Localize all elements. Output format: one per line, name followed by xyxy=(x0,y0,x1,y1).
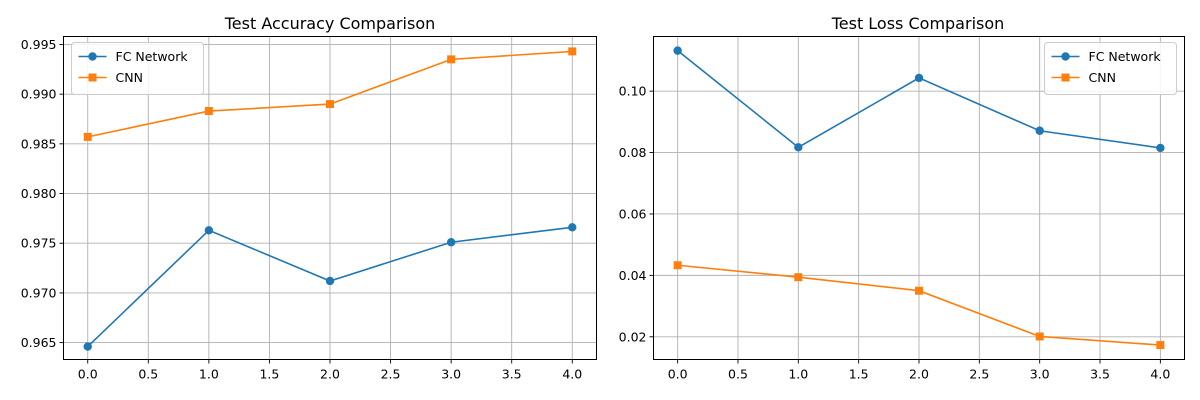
loss-panel: Test Loss Comparison 0.0 0.5 1.0 1.5 2.0 2.5 3… xyxy=(619,14,1185,382)
loss-x-tick-label: 0.5 xyxy=(728,367,748,382)
loss-x-tick-label: 1.0 xyxy=(788,367,808,382)
loss-x-tick-label: 3.5 xyxy=(1090,367,1110,382)
loss-legend-cnn-marker xyxy=(1061,73,1070,82)
loss-x-tick-label: 4.0 xyxy=(1150,367,1170,382)
accuracy-x-tick-label: 4.0 xyxy=(562,367,582,382)
loss-cnn-point xyxy=(1156,341,1165,350)
loss-x-tick-label: 1.5 xyxy=(849,367,869,382)
accuracy-panel: Test Accuracy Comparison 0.0 0.5 1.0 1.5 2.0… xyxy=(21,14,597,382)
loss-fc-network-point xyxy=(794,143,803,152)
loss-legend: FC Network CNN xyxy=(1044,42,1177,95)
loss-legend-cnn-label: CNN xyxy=(1089,70,1116,85)
accuracy-grid xyxy=(63,36,597,360)
accuracy-x-tick-label: 2.0 xyxy=(320,367,340,382)
loss-x-tick-label: 2.0 xyxy=(909,367,929,382)
loss-legend-box xyxy=(1044,42,1177,95)
loss-x-tick-label: 0.0 xyxy=(668,367,688,382)
accuracy-x-tick-label: 0.0 xyxy=(78,367,98,382)
accuracy-y-tick-label: 0.975 xyxy=(21,236,57,251)
accuracy-fc-network-point xyxy=(446,238,456,247)
loss-fc-network-point xyxy=(914,73,924,83)
accuracy-fc-network-point xyxy=(325,276,335,286)
loss-y-tick-label: 0.06 xyxy=(619,206,647,221)
accuracy-y-tick-label: 0.970 xyxy=(21,285,57,300)
accuracy-legend-cnn-marker xyxy=(88,73,97,82)
accuracy-legend-cnn-label: CNN xyxy=(116,70,143,85)
accuracy-y-tick-label: 0.995 xyxy=(21,37,57,52)
loss-x-tick-label: 2.5 xyxy=(969,367,989,382)
accuracy-cnn-point xyxy=(326,100,334,109)
accuracy-x-tick-label: 3.0 xyxy=(441,367,461,382)
accuracy-legend-fc-network-label: FC Network xyxy=(116,49,189,64)
loss-grid xyxy=(653,36,1185,360)
loss-series xyxy=(673,46,1165,350)
loss-cnn-point xyxy=(1035,332,1044,341)
loss-y-tick-label: 0.04 xyxy=(619,268,647,283)
loss-fc-network-point xyxy=(1156,143,1165,153)
loss-cnn-point xyxy=(915,286,923,295)
accuracy-legend-box xyxy=(71,42,204,95)
accuracy-legend-fc-network-marker xyxy=(88,52,97,61)
accuracy-x-tick-label: 1.0 xyxy=(199,367,219,382)
loss-plot-frame xyxy=(653,36,1185,360)
accuracy-legend: FC Network CNN xyxy=(71,42,204,95)
accuracy-fc-network-point xyxy=(83,342,92,351)
accuracy-plot-frame xyxy=(63,36,597,360)
loss-fc-network-point xyxy=(673,46,682,55)
accuracy-x-tick-label: 1.5 xyxy=(259,367,279,382)
loss-cnn-point xyxy=(794,273,803,282)
accuracy-y-tick-label: 0.980 xyxy=(21,186,57,201)
accuracy-y-tick-label: 0.990 xyxy=(21,87,57,102)
accuracy-chart-title: Test Accuracy Comparison xyxy=(224,14,436,33)
loss-chart-title: Test Loss Comparison xyxy=(831,14,1005,33)
loss-y-tick-label: 0.08 xyxy=(619,145,647,160)
accuracy-cnn-point xyxy=(568,47,577,56)
loss-cnn-point xyxy=(673,261,682,270)
accuracy-x-tick-label: 2.5 xyxy=(381,367,401,382)
accuracy-y-tick-label: 0.965 xyxy=(21,335,57,350)
loss-legend-fc-network-marker xyxy=(1061,52,1070,61)
loss-y-tick-label: 0.10 xyxy=(619,84,647,99)
loss-fc-network-point xyxy=(1035,126,1044,135)
accuracy-series xyxy=(83,47,577,351)
accuracy-x-tick-label: 0.5 xyxy=(138,367,158,382)
loss-legend-fc-network-label: FC Network xyxy=(1089,49,1162,64)
accuracy-cnn-point xyxy=(204,107,213,116)
accuracy-x-tick-label: 3.5 xyxy=(502,367,522,382)
accuracy-axis-ticks: 0.0 0.5 1.0 1.5 2.0 2.5 3.0 3.5 4.0 0.965 0.970 0.9… xyxy=(21,37,583,382)
loss-y-tick-label: 0.02 xyxy=(619,329,647,344)
loss-x-tick-label: 3.0 xyxy=(1030,367,1050,382)
accuracy-fc-network-point xyxy=(204,226,214,235)
accuracy-y-tick-label: 0.985 xyxy=(21,136,57,151)
accuracy-fc-network-point xyxy=(568,223,577,232)
accuracy-cnn-point xyxy=(447,55,456,64)
loss-axis-ticks: 0.0 0.5 1.0 1.5 2.0 2.5 3.0 3.5 4.0 0.02 0.04 0.06 0… xyxy=(619,84,1171,382)
accuracy-cnn-point xyxy=(83,132,92,141)
